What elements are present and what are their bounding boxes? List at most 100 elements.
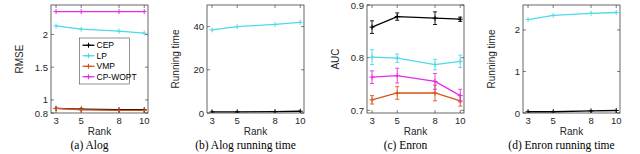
error-bar — [395, 68, 399, 83]
marker — [117, 9, 122, 14]
figure: 358100.811.52RankRMSE(a) AlogCEPLPVMPCP-… — [0, 0, 640, 154]
x-axis-label: Rank — [404, 126, 428, 137]
marker — [298, 109, 303, 113]
marker — [370, 75, 375, 80]
frame — [367, 5, 464, 113]
x-tick — [372, 110, 373, 113]
marker — [395, 14, 400, 19]
y-tick — [523, 29, 526, 30]
marker — [458, 93, 463, 98]
panel: 358100.811.52RankRMSE(a) AlogCEPLPVMPCP-… — [14, 5, 150, 152]
marker — [589, 11, 594, 16]
y-tick — [145, 99, 148, 100]
plot-area — [523, 5, 620, 113]
legend-label: CP-WOPT — [97, 72, 137, 82]
marker — [614, 10, 619, 15]
marker — [142, 31, 147, 36]
series-line — [56, 108, 144, 110]
marker — [79, 9, 84, 14]
marker — [458, 17, 463, 22]
series-line — [212, 111, 300, 113]
caption: (d) Enron running time — [508, 139, 614, 152]
error-bar — [458, 55, 462, 68]
y-tick-label: 0.8 — [35, 108, 48, 119]
x-tick — [435, 5, 436, 8]
marker — [395, 73, 400, 78]
marker — [117, 108, 122, 113]
x-tick-label: 10 — [455, 115, 466, 126]
x-tick — [212, 5, 213, 8]
x-tick — [372, 5, 373, 8]
error-bar — [370, 21, 374, 34]
y-tick — [51, 99, 54, 100]
y-tick-label: 0.9 — [351, 0, 364, 11]
x-tick — [144, 5, 145, 8]
marker — [54, 23, 59, 28]
marker — [433, 62, 438, 67]
y-tick-label: 0.8 — [351, 52, 364, 63]
series-line — [372, 57, 460, 64]
marker — [142, 107, 147, 112]
series-line — [372, 17, 460, 28]
x-tick — [435, 110, 436, 113]
marker — [235, 109, 240, 113]
x-tick-label: 8 — [432, 115, 437, 126]
y-axis-label: Running time — [486, 29, 497, 88]
x-tick — [237, 5, 238, 8]
marker — [210, 27, 215, 32]
marker — [79, 27, 84, 32]
series-line — [372, 76, 460, 96]
legend-marker — [86, 53, 91, 58]
y-tick-label: 40 — [193, 21, 204, 32]
y-axis-label: Running time — [170, 29, 181, 88]
marker — [526, 109, 531, 113]
x-tick — [553, 5, 554, 8]
y-tick-label: 20 — [193, 64, 204, 75]
x-tick — [616, 5, 617, 8]
x-tick-label: 3 — [369, 115, 374, 126]
x-axis-label: Rank — [560, 126, 584, 137]
marker — [54, 106, 59, 111]
y-tick-label: 1.5 — [35, 62, 48, 73]
x-tick-label: 8 — [272, 115, 277, 126]
marker — [54, 106, 59, 111]
x-tick — [275, 5, 276, 8]
error-bar — [370, 50, 374, 65]
data-area — [370, 12, 463, 106]
marker — [370, 97, 375, 102]
marker — [614, 108, 619, 113]
x-tick-label: 3 — [209, 115, 214, 126]
x-tick — [460, 110, 461, 113]
error-bar — [458, 89, 462, 102]
marker — [395, 56, 400, 61]
caption: (a) Alog — [70, 139, 108, 152]
y-tick — [51, 67, 54, 68]
caption: (b) Alog running time — [195, 139, 296, 152]
x-tick-label: 8 — [116, 115, 121, 126]
y-tick — [51, 34, 54, 35]
x-tick — [397, 110, 398, 113]
y-tick — [145, 34, 148, 35]
x-tick — [56, 5, 57, 8]
error-bar — [395, 87, 399, 100]
marker — [210, 109, 215, 113]
y-tick — [301, 26, 304, 27]
plot-area — [367, 5, 464, 113]
x-tick-label: 3 — [525, 115, 530, 126]
error-bar — [458, 17, 462, 21]
x-tick-label: 5 — [551, 115, 556, 126]
y-tick — [617, 71, 620, 72]
y-tick — [207, 26, 210, 27]
y-tick-label: 2 — [43, 29, 48, 40]
error-bar — [395, 54, 399, 62]
y-axis-label: AUC — [330, 48, 341, 69]
y-tick — [207, 69, 210, 70]
marker — [551, 13, 556, 18]
marker — [395, 90, 400, 95]
error-bar — [370, 71, 374, 84]
marker — [433, 16, 438, 21]
error-bar — [433, 12, 437, 25]
data-area — [54, 9, 147, 113]
panel: 3581002040RankRunning time(b) Alog runni… — [170, 5, 306, 152]
y-tick — [461, 57, 464, 58]
